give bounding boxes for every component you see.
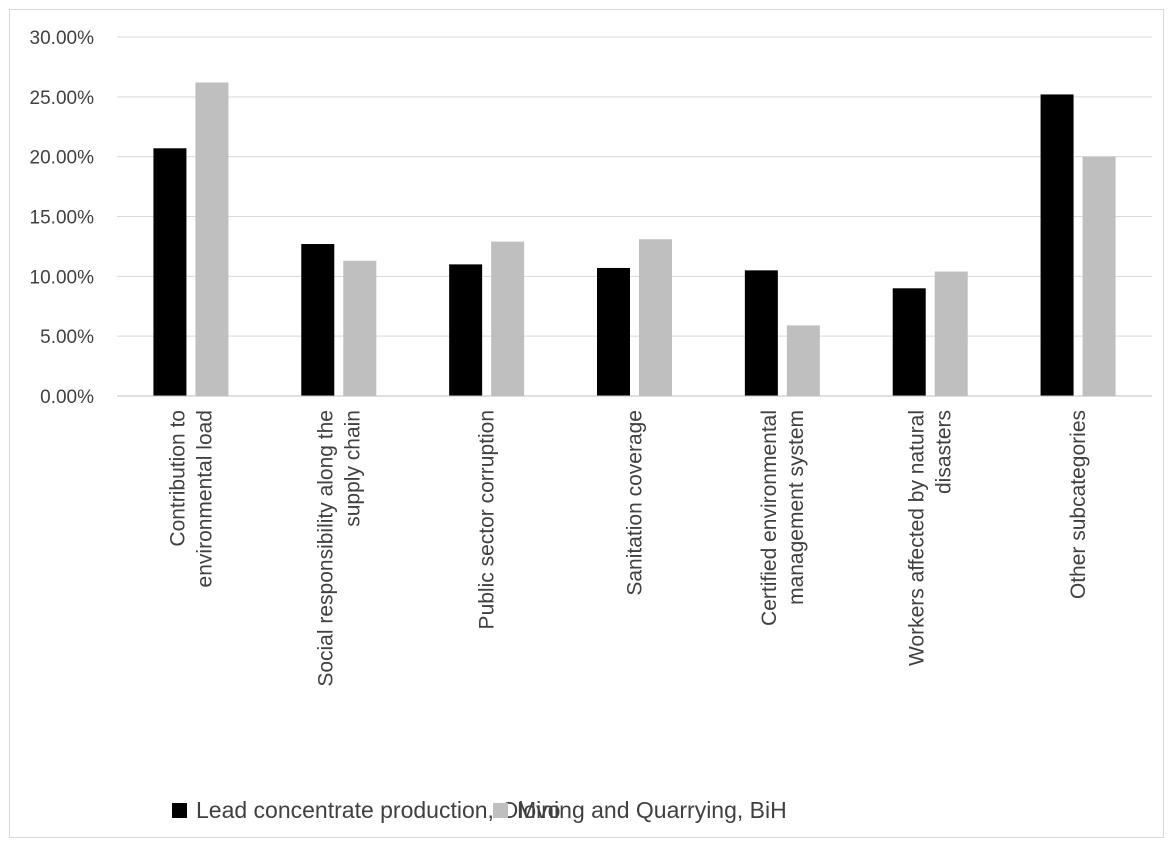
y-tick-label: 20.00% <box>30 148 95 169</box>
chart-frame <box>9 9 1164 838</box>
bar-bih <box>1082 156 1116 396</box>
x-category-label: Public sector corruption <box>476 410 499 629</box>
bar-bih <box>343 260 377 396</box>
bar-bih <box>491 241 525 396</box>
x-category-label-line: disasters <box>933 410 956 494</box>
bar-olovo <box>449 264 483 396</box>
x-category-label-line: Public sector corruption <box>476 410 499 629</box>
x-category-label: Contribution to environmental load <box>166 410 216 587</box>
y-tick-label: 0.00% <box>40 387 94 408</box>
x-category-label-line: supply chain <box>341 410 364 527</box>
bar-bih <box>639 239 672 396</box>
bar-olovo <box>1040 94 1074 396</box>
y-tick-label: 30.00% <box>30 28 95 49</box>
x-category-label: Other subcategories <box>1067 410 1090 599</box>
x-category-label-line: Other subcategories <box>1067 410 1090 599</box>
y-tick-label: 10.00% <box>30 267 95 288</box>
bar-olovo <box>892 288 926 396</box>
x-category-label: Sanitation coverage <box>624 410 647 596</box>
bars <box>153 82 1116 397</box>
x-category-label-line: Workers affected by natural <box>906 410 929 666</box>
bar-olovo <box>744 270 778 396</box>
gridlines <box>117 36 1152 337</box>
bar-bih <box>786 325 820 396</box>
x-category-label: Social responsibility along the supply ch… <box>314 410 364 687</box>
y-tick-label: 25.00% <box>30 88 95 109</box>
x-category-label-line: Sanitation coverage <box>624 410 647 596</box>
bar-olovo <box>301 244 335 396</box>
bar-olovo <box>153 148 187 396</box>
legend-swatch <box>493 803 508 818</box>
category-labels: Contribution to environmental load Social … <box>166 410 1090 687</box>
x-category-label-line: Certified environmental <box>758 410 781 626</box>
y-tick-label: 15.00% <box>30 208 95 229</box>
x-category-label-line: Social responsibility along the <box>314 410 337 687</box>
y-tick-label: 5.00% <box>40 327 94 348</box>
legend-label: Mining and Quarrying, BiH <box>517 797 787 823</box>
x-category-label-line: Contribution to <box>166 410 189 547</box>
legend-swatch <box>172 803 187 818</box>
bar-bih <box>195 82 229 397</box>
bar-bih <box>934 271 968 396</box>
x-category-label-line: management system <box>785 410 808 605</box>
bar-olovo <box>597 267 630 396</box>
y-axis-ticks: 0.00% 5.00% 10.00% 15.00% 20.00% 25.00% 30.00% <box>30 28 95 408</box>
x-category-label: Workers affected by natural disasters <box>906 410 956 666</box>
legend: Lead concentrate production, OlovoMining… <box>172 797 787 823</box>
x-category-label: Certified environmental management system <box>758 410 808 626</box>
x-category-label-line: environmental load <box>193 410 216 587</box>
